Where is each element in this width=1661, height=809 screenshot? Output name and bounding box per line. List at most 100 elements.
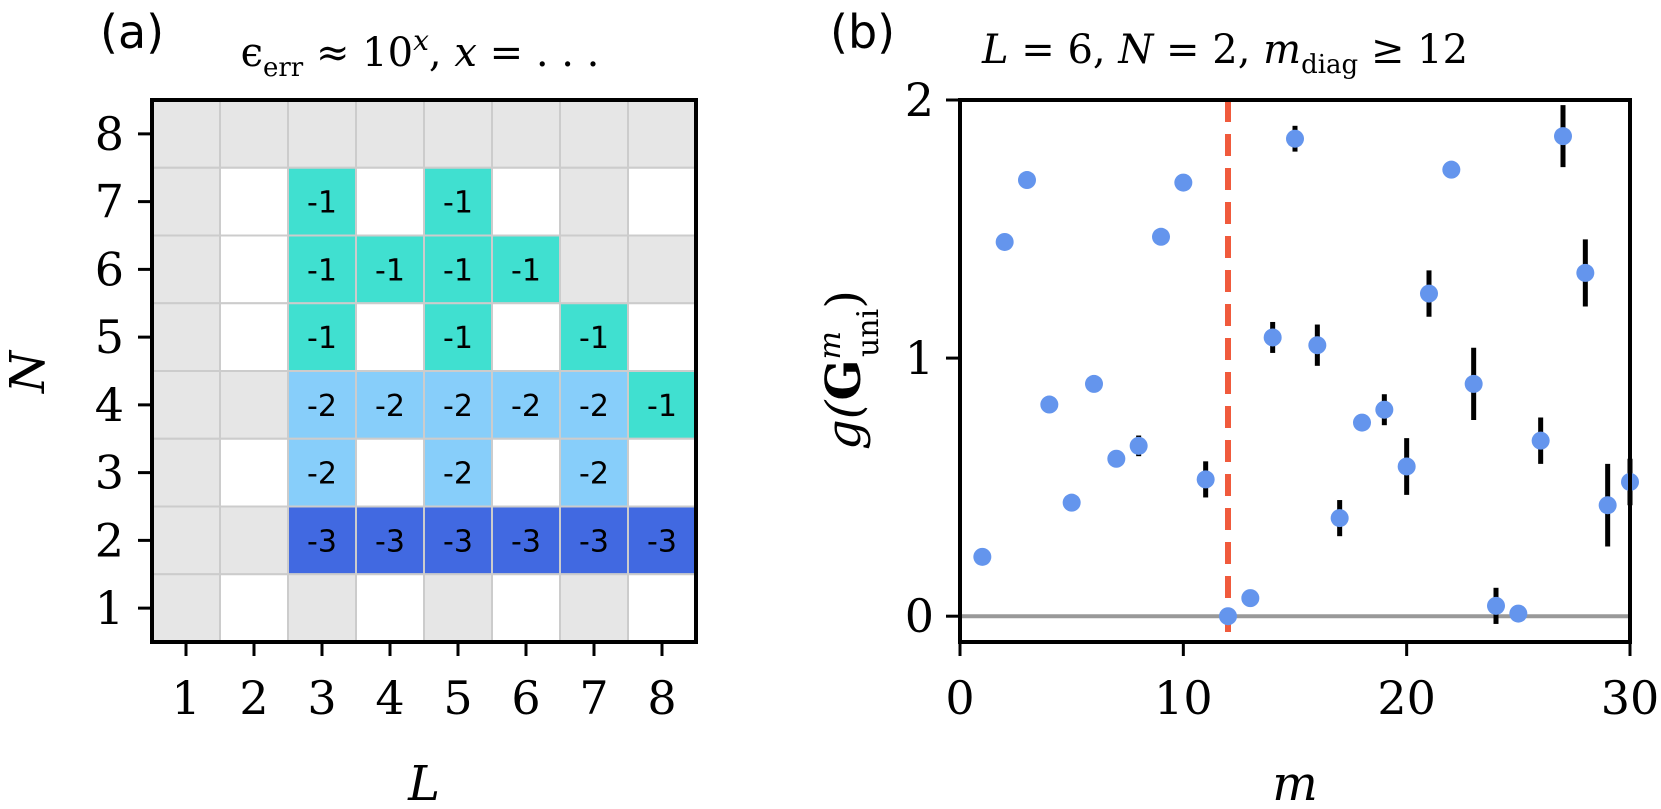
heatmap-cell-value: -1: [375, 253, 405, 288]
y-tick-label: 8: [95, 107, 124, 161]
panel-b-y-ticks: 0 1 2: [905, 73, 960, 643]
data-point: [1509, 604, 1528, 623]
y-tick-label: 6: [95, 242, 124, 296]
heatmap-cell: [423, 302, 493, 372]
heatmap-cell-value: -1: [307, 253, 337, 288]
data-point: [1576, 263, 1595, 282]
panel-a-y-ticks: 1 2 3 4 5 6 7 8: [95, 107, 152, 635]
data-point: [1554, 127, 1572, 146]
x-tick-label: 10: [1154, 671, 1213, 725]
heatmap-cell-value: -1: [307, 321, 337, 356]
heatmap-cell-value: -3: [375, 524, 405, 559]
data-point: [1330, 509, 1349, 528]
heatmap-cell: [151, 370, 221, 440]
heatmap-cell: [423, 166, 493, 237]
heatmap-cell: [355, 437, 425, 508]
heatmap-cell: [219, 234, 289, 305]
panel-b-ylabel: g(Gm uni): [813, 290, 886, 450]
x-tick-label: 7: [579, 671, 608, 725]
heatmap-cell: [559, 573, 629, 643]
heatmap-cell: [219, 166, 289, 237]
heatmap-cell: [151, 99, 221, 169]
heatmap-cell: [627, 573, 697, 643]
heatmap-cell-value: -3: [307, 524, 337, 559]
heatmap-cell-value: -2: [375, 389, 405, 424]
heatmap-cell-value: -1: [307, 186, 337, 221]
data-point: [1464, 374, 1483, 393]
data-point: [1420, 284, 1438, 303]
panel-a-label: (a): [100, 5, 164, 59]
panel-b-plot-area: [960, 100, 1639, 642]
heatmap-cell-value: -2: [511, 389, 541, 424]
heatmap-cell: [491, 302, 561, 372]
y-tick-label: 1: [905, 331, 934, 385]
y-tick-label: 2: [95, 513, 124, 567]
x-tick-label: 30: [1601, 671, 1660, 725]
y-tick-label: 7: [95, 175, 124, 229]
heatmap-cell: [559, 370, 629, 440]
panel-b-label: (b): [830, 5, 895, 59]
heatmap-cell-value: -1: [647, 389, 677, 424]
data-point: [1531, 431, 1550, 450]
heatmap-cell: [559, 505, 629, 576]
heatmap-cell: [559, 437, 629, 508]
x-tick-label: 5: [443, 671, 472, 725]
heatmap-cell-value: -1: [579, 321, 609, 356]
heatmap-cell: [287, 166, 357, 237]
data-point: [1263, 328, 1282, 347]
heatmap-cell-value: -2: [579, 389, 609, 424]
heatmap-cell: [355, 573, 425, 643]
panel-a-frame: [150, 98, 698, 644]
heatmap-cell-value: -1: [443, 321, 473, 356]
x-tick-label: 6: [511, 671, 540, 725]
heatmap-cell: [491, 234, 561, 305]
panel-b-xlabel: m: [1272, 756, 1318, 809]
heatmap-cell: [219, 437, 289, 508]
heatmap-cell: [287, 573, 357, 643]
heatmap-cell-value: -1: [511, 253, 541, 288]
data-point: [973, 547, 992, 566]
heatmap-cell: [559, 234, 629, 305]
data-point: [1062, 493, 1081, 512]
x-tick-label: 1: [171, 671, 200, 725]
heatmap-cell-value: -1: [443, 186, 473, 221]
heatmap-cell: [151, 505, 221, 576]
heatmap-cell: [559, 99, 629, 169]
heatmap-cell: [491, 99, 561, 169]
heatmap-cell: [287, 99, 357, 169]
y-tick-label: 1: [95, 581, 124, 635]
data-point: [1085, 374, 1103, 393]
data-point: [1107, 449, 1126, 468]
heatmap-cell: [627, 437, 697, 508]
data-point: [1129, 436, 1148, 455]
data-point: [1040, 395, 1059, 414]
heatmap-cell: [219, 505, 289, 576]
y-tick-label: 4: [95, 378, 124, 432]
y-tick-label: 5: [95, 310, 124, 364]
panel-a-ylabel: N: [0, 349, 56, 394]
heatmap-cell: [355, 505, 425, 576]
data-point: [1241, 589, 1260, 608]
heatmap-cell-value: -2: [443, 457, 473, 492]
heatmap-cell: [423, 505, 493, 576]
data-point: [1487, 596, 1505, 615]
heatmap-cell: [491, 166, 561, 237]
heatmap-cell: [627, 234, 697, 305]
heatmap-cell-value: -3: [511, 524, 541, 559]
heatmap-cell: [355, 166, 425, 237]
panel-a-title: ϵerr ≈ 10x, x = . . .: [241, 24, 600, 83]
data-point: [995, 232, 1014, 251]
heatmap-cell: [627, 302, 697, 372]
x-tick-label: 8: [647, 671, 676, 725]
y-tick-label: 2: [905, 73, 934, 127]
heatmap-cell-value: -2: [307, 389, 337, 424]
x-tick-label: 3: [307, 671, 336, 725]
heatmap-cell-value: -3: [647, 524, 677, 559]
heatmap-cell: [491, 573, 561, 643]
heatmap-cell: [491, 437, 561, 508]
x-tick-label: 0: [945, 671, 974, 725]
heatmap-cell: [287, 370, 357, 440]
x-tick-label: 20: [1377, 671, 1436, 725]
panel-b-title: L = 6, N = 2, mdiag ≥ 12: [981, 27, 1468, 80]
